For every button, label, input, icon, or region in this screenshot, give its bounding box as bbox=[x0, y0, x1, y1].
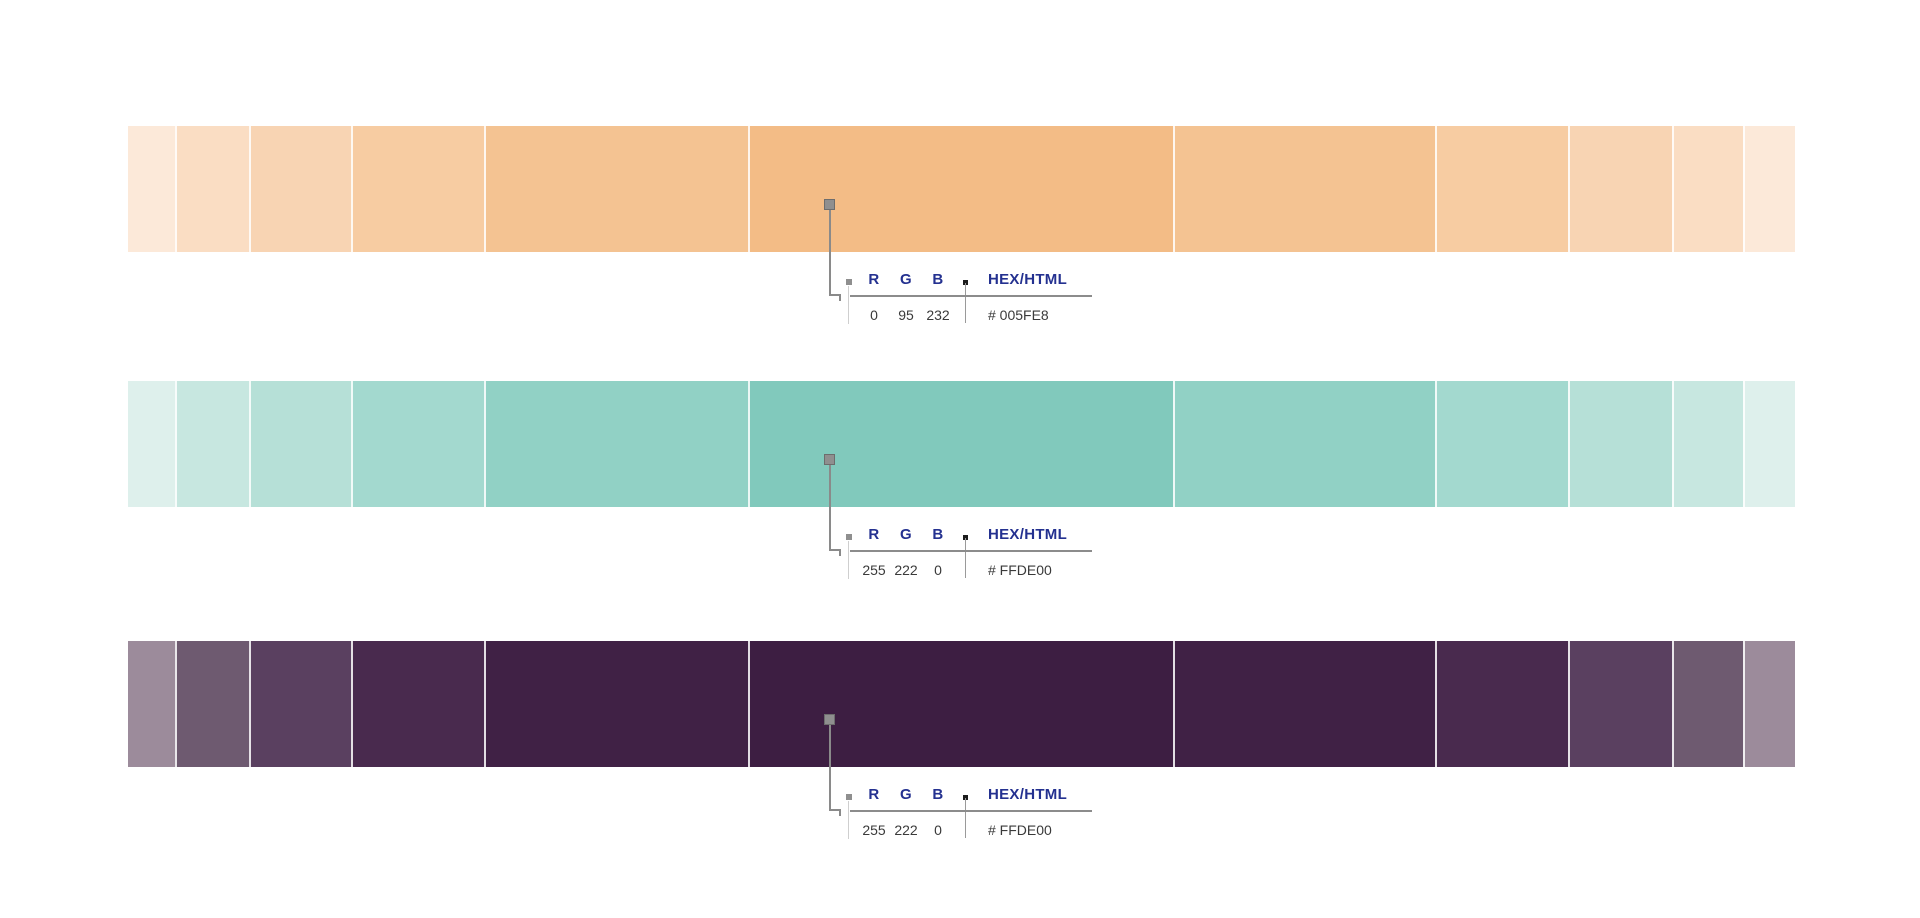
color-scale-group-orange: R G B HEX/HTML 0 95 232 # 005FE8 bbox=[0, 126, 1920, 386]
gray-square-bullet-icon bbox=[846, 279, 852, 285]
color-segment bbox=[351, 126, 484, 252]
color-segment bbox=[351, 381, 484, 507]
g-channel-value: 95 bbox=[898, 307, 914, 323]
gradient-marker-handle[interactable] bbox=[824, 714, 835, 725]
annotation-rule bbox=[850, 550, 1092, 552]
color-segment bbox=[175, 381, 249, 507]
color-segment bbox=[351, 641, 484, 767]
color-segment bbox=[175, 126, 249, 252]
color-segment bbox=[1672, 381, 1743, 507]
color-segment bbox=[128, 381, 175, 507]
g-channel-label: G bbox=[900, 786, 912, 803]
color-segment bbox=[128, 641, 175, 767]
color-value-annotation: R G B HEX/HTML 0 95 232 # 005FE8 bbox=[820, 269, 1120, 339]
hex-value: # FFDE00 bbox=[988, 822, 1052, 838]
r-channel-label: R bbox=[868, 271, 880, 288]
annotation-left-divider bbox=[848, 541, 849, 579]
color-segment bbox=[1672, 126, 1743, 252]
color-segment bbox=[748, 641, 1173, 767]
color-segment bbox=[1173, 641, 1435, 767]
gray-square-bullet-icon bbox=[846, 534, 852, 540]
annotation-left-divider bbox=[848, 801, 849, 839]
hex-html-label: HEX/HTML bbox=[988, 271, 1068, 288]
color-segment bbox=[1568, 126, 1672, 252]
color-segment bbox=[1435, 381, 1568, 507]
leader-line-stub bbox=[839, 809, 841, 816]
color-segment bbox=[1743, 381, 1795, 507]
annotation-rule bbox=[850, 295, 1092, 297]
annotation-mid-divider bbox=[965, 798, 966, 838]
gradient-marker-handle[interactable] bbox=[824, 454, 835, 465]
r-channel-value: 0 bbox=[870, 307, 878, 323]
r-channel-value: 255 bbox=[862, 562, 886, 578]
leader-line-stub bbox=[839, 294, 841, 301]
color-segment bbox=[484, 641, 748, 767]
color-segment bbox=[1568, 641, 1672, 767]
color-segment bbox=[128, 126, 175, 252]
color-segment bbox=[1672, 641, 1743, 767]
annotation-mid-divider bbox=[965, 283, 966, 323]
color-segment bbox=[1173, 126, 1435, 252]
leader-line-stub bbox=[839, 549, 841, 556]
r-channel-value: 255 bbox=[862, 822, 886, 838]
g-channel-value: 222 bbox=[894, 822, 918, 838]
leader-line-tick bbox=[829, 809, 841, 811]
color-segment bbox=[748, 126, 1173, 252]
annotation-mid-divider bbox=[965, 538, 966, 578]
color-scale-group-purple: R G B HEX/HTML 255 222 0 # FFDE00 bbox=[0, 641, 1920, 901]
b-channel-label: B bbox=[932, 526, 944, 543]
color-segment bbox=[249, 126, 351, 252]
black-square-bullet-icon bbox=[963, 535, 968, 540]
g-channel-label: G bbox=[900, 526, 912, 543]
color-segment bbox=[1568, 381, 1672, 507]
color-segment bbox=[1173, 381, 1435, 507]
hex-html-label: HEX/HTML bbox=[988, 526, 1068, 543]
b-channel-label: B bbox=[932, 786, 944, 803]
leader-line bbox=[829, 725, 831, 810]
color-segment bbox=[1435, 641, 1568, 767]
r-channel-label: R bbox=[868, 526, 880, 543]
b-channel-value: 232 bbox=[926, 307, 950, 323]
color-bar bbox=[128, 641, 1795, 767]
leader-line-tick bbox=[829, 549, 841, 551]
color-segment bbox=[175, 641, 249, 767]
color-value-annotation: R G B HEX/HTML 255 222 0 # FFDE00 bbox=[820, 524, 1120, 594]
color-segment bbox=[1435, 126, 1568, 252]
b-channel-value: 0 bbox=[934, 822, 942, 838]
hex-html-label: HEX/HTML bbox=[988, 786, 1068, 803]
gradient-marker-handle[interactable] bbox=[824, 199, 835, 210]
color-segment bbox=[249, 641, 351, 767]
b-channel-label: B bbox=[932, 271, 944, 288]
color-segment bbox=[1743, 641, 1795, 767]
color-bar bbox=[128, 126, 1795, 252]
color-bar bbox=[128, 381, 1795, 507]
hex-value: # 005FE8 bbox=[988, 307, 1049, 323]
annotation-left-divider bbox=[848, 286, 849, 324]
color-segment bbox=[748, 381, 1173, 507]
gray-square-bullet-icon bbox=[846, 794, 852, 800]
leader-line bbox=[829, 210, 831, 295]
leader-line-tick bbox=[829, 294, 841, 296]
annotation-rule bbox=[850, 810, 1092, 812]
g-channel-label: G bbox=[900, 271, 912, 288]
g-channel-value: 222 bbox=[894, 562, 918, 578]
leader-line bbox=[829, 465, 831, 550]
hex-value: # FFDE00 bbox=[988, 562, 1052, 578]
color-segment bbox=[249, 381, 351, 507]
color-segment bbox=[1743, 126, 1795, 252]
b-channel-value: 0 bbox=[934, 562, 942, 578]
black-square-bullet-icon bbox=[963, 795, 968, 800]
color-scale-group-teal: R G B HEX/HTML 255 222 0 # FFDE00 bbox=[0, 381, 1920, 641]
black-square-bullet-icon bbox=[963, 280, 968, 285]
r-channel-label: R bbox=[868, 786, 880, 803]
color-value-annotation: R G B HEX/HTML 255 222 0 # FFDE00 bbox=[820, 784, 1120, 854]
color-segment bbox=[484, 381, 748, 507]
color-segment bbox=[484, 126, 748, 252]
